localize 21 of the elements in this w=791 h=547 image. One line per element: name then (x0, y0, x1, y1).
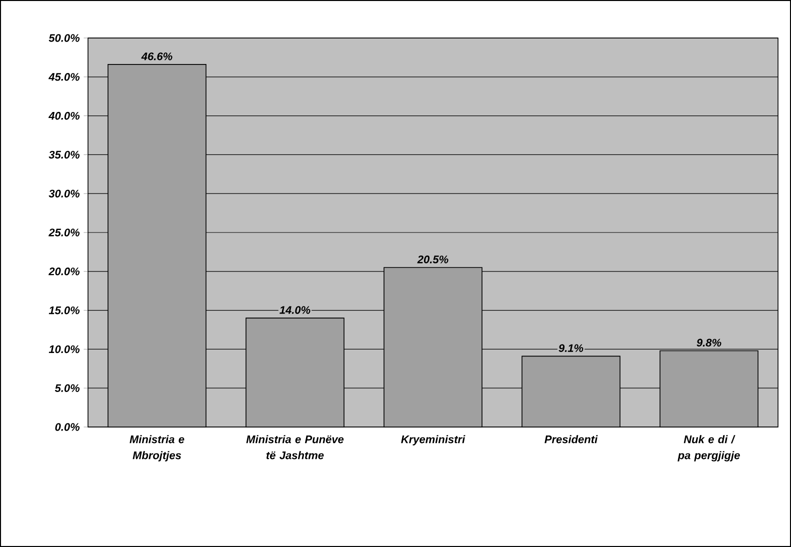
y-tick-label: 30.0% (48, 190, 80, 198)
y-tick-label: 45.0% (48, 73, 80, 81)
y-tick-label: 0.0% (55, 423, 80, 431)
x-tick-label: Nuk e di / pa pergjigje (678, 435, 740, 462)
data-label: 46.6% (141, 52, 172, 60)
data-label: 20.5% (417, 256, 448, 264)
y-tick-label: 25.0% (48, 228, 80, 236)
data-label: 9.8% (696, 338, 722, 347)
y-tick-label: 10.0% (48, 345, 80, 354)
y-tick-label: 5.0% (54, 384, 80, 392)
y-tick-label: 50.0% (48, 34, 80, 42)
x-tick-label: Kryeministri (401, 435, 466, 446)
y-tick-label: 40.0% (48, 112, 80, 120)
y-tick-label: 15.0% (48, 306, 80, 314)
x-tick-label: Presidenti (544, 435, 598, 444)
y-tick-label: 20.0% (48, 268, 80, 276)
x-tick-label: Ministria e Mbrojtjes (130, 435, 184, 462)
y-tick-label: 35.0% (48, 150, 80, 159)
x-tick-label: Ministria e Punëve të Jashtme (246, 435, 344, 460)
data-label: 14.0% (280, 306, 310, 314)
data-label: 9.1% (558, 344, 584, 352)
